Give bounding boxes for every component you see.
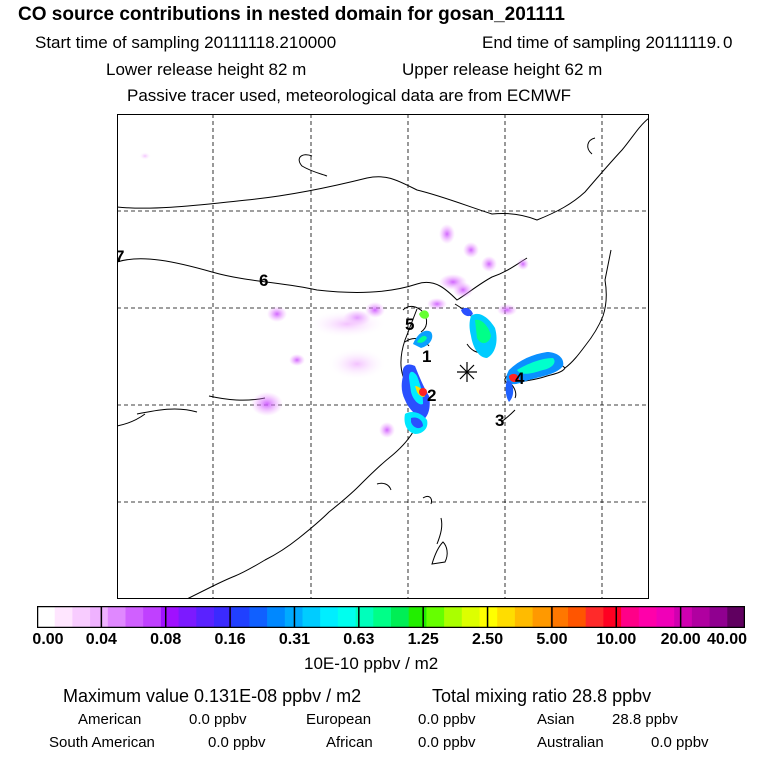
- colorbar-cell: [107, 606, 127, 628]
- colorbar-cell: [214, 606, 233, 628]
- colorbar-tick-label: 20.00: [660, 631, 701, 648]
- european-value: 0.0 ppbv: [418, 711, 476, 728]
- location-label-1: 1: [422, 347, 431, 366]
- location-label-7: 7: [117, 247, 124, 266]
- concentration-field: [139, 152, 564, 438]
- colorbar-unit-label: 10E-10 ppbv / m2: [304, 654, 439, 673]
- colorbar-cell: [638, 606, 658, 628]
- colorbar-tick-label: 0.63: [343, 631, 375, 648]
- grid-lines: [117, 114, 649, 599]
- colorbar-cell: [550, 606, 569, 628]
- start-time: Start time of sampling 20111118.210000: [35, 33, 337, 52]
- colorbar-cell: [514, 606, 534, 628]
- colorbar-cell: [125, 606, 144, 628]
- colorbar-tick-label: 0.16: [214, 631, 246, 648]
- colorbar-cell: [373, 606, 392, 628]
- map-panel: 1 2 3 4 5 6 7: [117, 114, 649, 599]
- colorbar-tick-label: 0.31: [278, 631, 311, 648]
- colorbar-cell: [249, 606, 268, 628]
- colorbar-cell: [267, 606, 286, 628]
- colorbar-cell: [461, 606, 481, 628]
- african-value: 0.0 ppbv: [418, 734, 476, 751]
- location-label-3: 3: [495, 411, 504, 430]
- colorbar-cell: [585, 606, 604, 628]
- south-american-value: 0.0 ppbv: [208, 734, 266, 751]
- colorbar-cell: [603, 606, 622, 628]
- colorbar-cell: [674, 606, 693, 628]
- colorbar-tick-label: 1.25: [407, 631, 439, 648]
- colorbar-cell: [143, 606, 162, 628]
- african-label: African: [326, 734, 373, 751]
- colorbar-cell: [408, 606, 427, 628]
- location-label-5: 5: [405, 315, 414, 334]
- location-labels: 1 2 3 4 5 6 7: [117, 247, 525, 430]
- receptor-star-marker: [457, 362, 477, 382]
- colorbar-cell: [302, 606, 321, 628]
- colorbar-cell: [391, 606, 410, 628]
- colorbar-cell: [727, 606, 745, 628]
- end-time: End time of sampling 20111119.: [482, 33, 721, 52]
- american-value: 0.0 ppbv: [189, 711, 247, 728]
- colorbar-tick-label: 5.00: [536, 631, 568, 648]
- asian-value: 28.8 ppbv: [612, 711, 678, 728]
- colorbar-tick-label: 0.00: [32, 631, 64, 648]
- colorbar-cell: [90, 606, 109, 628]
- australian-value: 0.0 ppbv: [651, 734, 709, 751]
- colorbar-tick-label: 0.08: [150, 631, 182, 648]
- colorbar-cell: [37, 606, 56, 628]
- colorbar-cell: [355, 606, 374, 628]
- colorbar-cell: [320, 606, 339, 628]
- colorbar-cell: [231, 606, 250, 628]
- colorbar-cell: [709, 606, 728, 628]
- location-label-2: 2: [427, 386, 436, 405]
- colorbar-cell: [656, 606, 675, 628]
- colorbar-cell: [479, 606, 498, 628]
- colorbar-cell: [568, 606, 587, 628]
- colorbar-cell: [532, 606, 551, 628]
- location-label-4: 4: [515, 369, 525, 388]
- colorbar: [37, 606, 745, 628]
- total-mixing-ratio: Total mixing ratio 28.8 ppbv: [432, 686, 652, 706]
- colorbar-tick-label: 2.50: [471, 631, 504, 648]
- upper-release-height: Upper release height 62 m: [402, 60, 603, 79]
- colorbar-cell: [621, 606, 640, 628]
- european-label: European: [306, 711, 372, 728]
- page-title: CO source contributions in nested domain…: [18, 4, 565, 25]
- colorbar-cell: [54, 606, 73, 628]
- asian-label: Asian: [537, 711, 575, 728]
- south-american-label: South American: [49, 734, 155, 751]
- colorbar-cell: [444, 606, 463, 628]
- lower-release-height: Lower release height 82 m: [106, 60, 307, 79]
- colorbar-cell: [691, 606, 711, 628]
- colorbar-cell: [178, 606, 197, 628]
- colorbar-tick-label: 40.00: [706, 631, 748, 648]
- colorbar-cell: [337, 606, 357, 628]
- colorbar-cell: [497, 606, 516, 628]
- maximum-value: Maximum value 0.131E-08 ppbv / m2: [63, 686, 362, 706]
- colorbar-cell: [426, 606, 445, 628]
- colorbar-cell: [160, 606, 180, 628]
- tracer-note: Passive tracer used, meteorological data…: [127, 86, 572, 105]
- colorbar-tick-label: 10.00: [596, 631, 637, 648]
- australian-label: Australian: [537, 734, 604, 751]
- colorbar-cell: [72, 606, 91, 628]
- location-label-6: 6: [259, 271, 268, 290]
- end-time-value: 0: [723, 33, 733, 52]
- american-label: American: [78, 711, 142, 728]
- colorbar-cell: [196, 606, 215, 628]
- colorbar-tick-label: 0.04: [85, 631, 117, 648]
